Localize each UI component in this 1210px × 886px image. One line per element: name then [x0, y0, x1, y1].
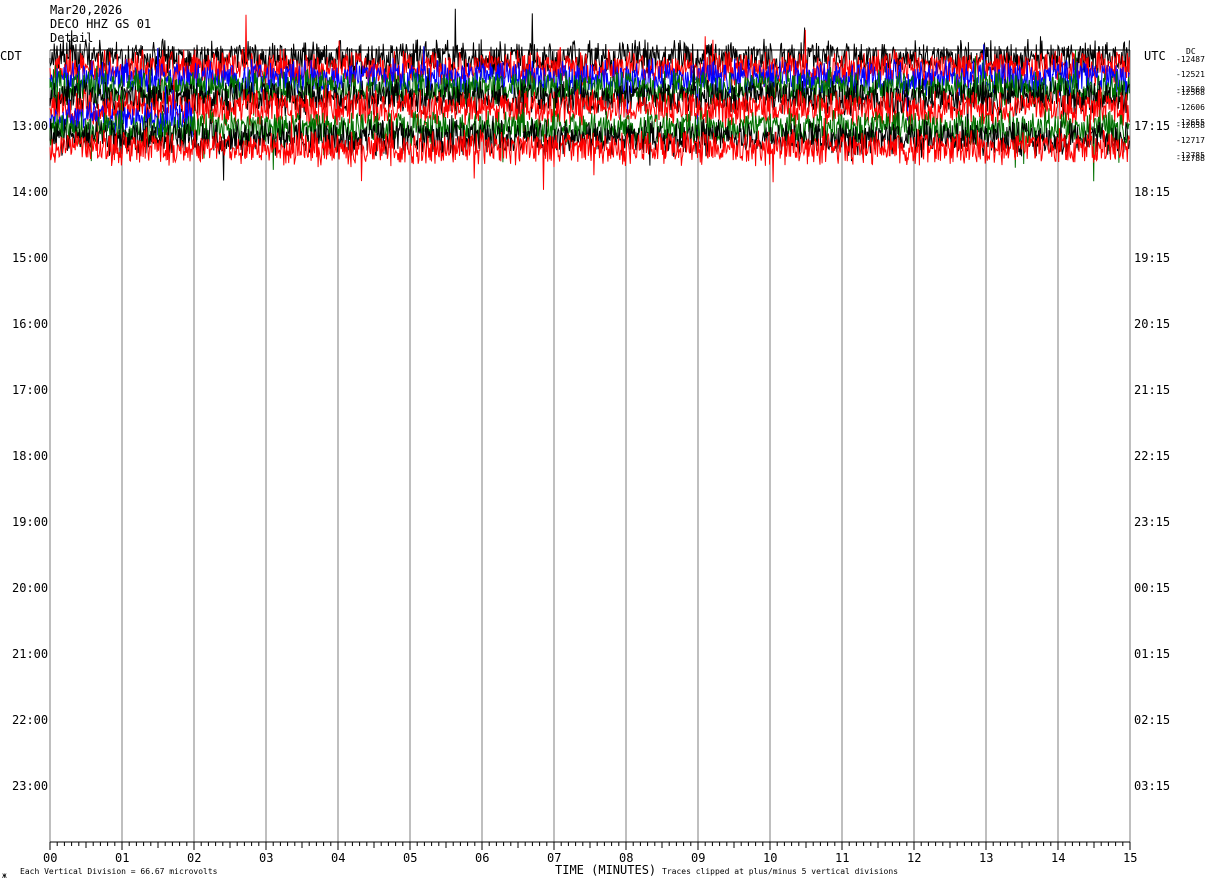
x-tick-04: 04	[331, 851, 346, 865]
left-tick-17:00: 17:00	[12, 383, 49, 397]
dc-value: -12785	[1176, 151, 1205, 160]
trace-row-10	[49, 109, 1130, 190]
dc-value: -12560	[1176, 85, 1205, 94]
trace-row-4	[49, 49, 1130, 122]
trace-row-6	[49, 74, 1130, 151]
x-tick-08: 08	[619, 851, 634, 865]
x-tick-01: 01	[115, 851, 130, 865]
x-tick-02: 02	[187, 851, 202, 865]
dc-value: -12655	[1176, 118, 1205, 127]
right-tick-19:15: 19:15	[1134, 251, 1171, 265]
left-tick-16:00: 16:00	[12, 317, 49, 331]
left-tick-15:00: 15:00	[12, 251, 49, 265]
dc-value: -12717	[1176, 136, 1205, 145]
right-tick-00:15: 00:15	[1134, 581, 1171, 595]
utc-zone-label: UTC	[1144, 49, 1166, 63]
left-tick-18:00: 18:00	[12, 449, 49, 463]
x-tick-12: 12	[907, 851, 922, 865]
left-tick-13:00: 13:00	[12, 119, 49, 133]
dc-value: -12568	[1176, 88, 1205, 97]
x-tick-05: 05	[403, 851, 418, 865]
dc-value: -12521	[1176, 70, 1205, 79]
x-tick-15: 15	[1123, 851, 1138, 865]
right-tick-18:15: 18:15	[1134, 185, 1171, 199]
right-tick-17:15: 17:15	[1134, 119, 1171, 133]
right-tick-21:15: 21:15	[1134, 383, 1171, 397]
dc-label: DC	[1186, 47, 1196, 56]
right-tick-02:15: 02:15	[1134, 713, 1171, 727]
minute-gridlines	[49, 49, 1131, 842]
dc-value: -12658	[1176, 121, 1205, 130]
left-tick-20:00: 20:00	[12, 581, 49, 595]
x-tick-11: 11	[835, 851, 850, 865]
x-tick-03: 03	[259, 851, 274, 865]
division-note: Each Vertical Division = 66.67 microvolt…	[20, 867, 218, 876]
left-tick-19:00: 19:00	[12, 515, 49, 529]
date-label: Mar20,2026	[50, 3, 123, 17]
dc-value: -12606	[1176, 103, 1205, 112]
x-tick-14: 14	[1051, 851, 1066, 865]
right-tick-23:15: 23:15	[1134, 515, 1171, 529]
trace-row-9	[49, 104, 1130, 181]
corner-glyph: ж	[2, 871, 7, 880]
time-axis	[49, 841, 1131, 850]
right-tick-01:15: 01:15	[1134, 647, 1171, 661]
x-axis-title: TIME (MINUTES)	[555, 863, 657, 877]
x-tick-00: 00	[43, 851, 58, 865]
left-tick-23:00: 23:00	[12, 779, 49, 793]
clip-note: Traces clipped at plus/minus 5 vertical …	[662, 867, 899, 876]
right-tick-22:15: 22:15	[1134, 449, 1171, 463]
station-label: DECO HHZ GS 01	[50, 17, 152, 31]
x-tick-07: 07	[547, 851, 562, 865]
x-tick-09: 09	[691, 851, 706, 865]
seismic-traces	[49, 8, 1130, 190]
x-tick-10: 10	[763, 851, 778, 865]
header-line-3: Detail	[50, 31, 94, 45]
x-tick-06: 06	[475, 851, 490, 865]
left-tick-21:00: 21:00	[12, 647, 49, 661]
right-tick-03:15: 03:15	[1134, 779, 1171, 793]
dc-value: -12487	[1176, 55, 1205, 64]
left-tick-14:00: 14:00	[12, 185, 49, 199]
left-tick-22:00: 22:00	[12, 713, 49, 727]
right-tick-20:15: 20:15	[1134, 317, 1171, 331]
x-tick-13: 13	[979, 851, 994, 865]
cdt-zone-label: CDT	[0, 49, 22, 63]
dc-value: -12788	[1176, 154, 1205, 163]
